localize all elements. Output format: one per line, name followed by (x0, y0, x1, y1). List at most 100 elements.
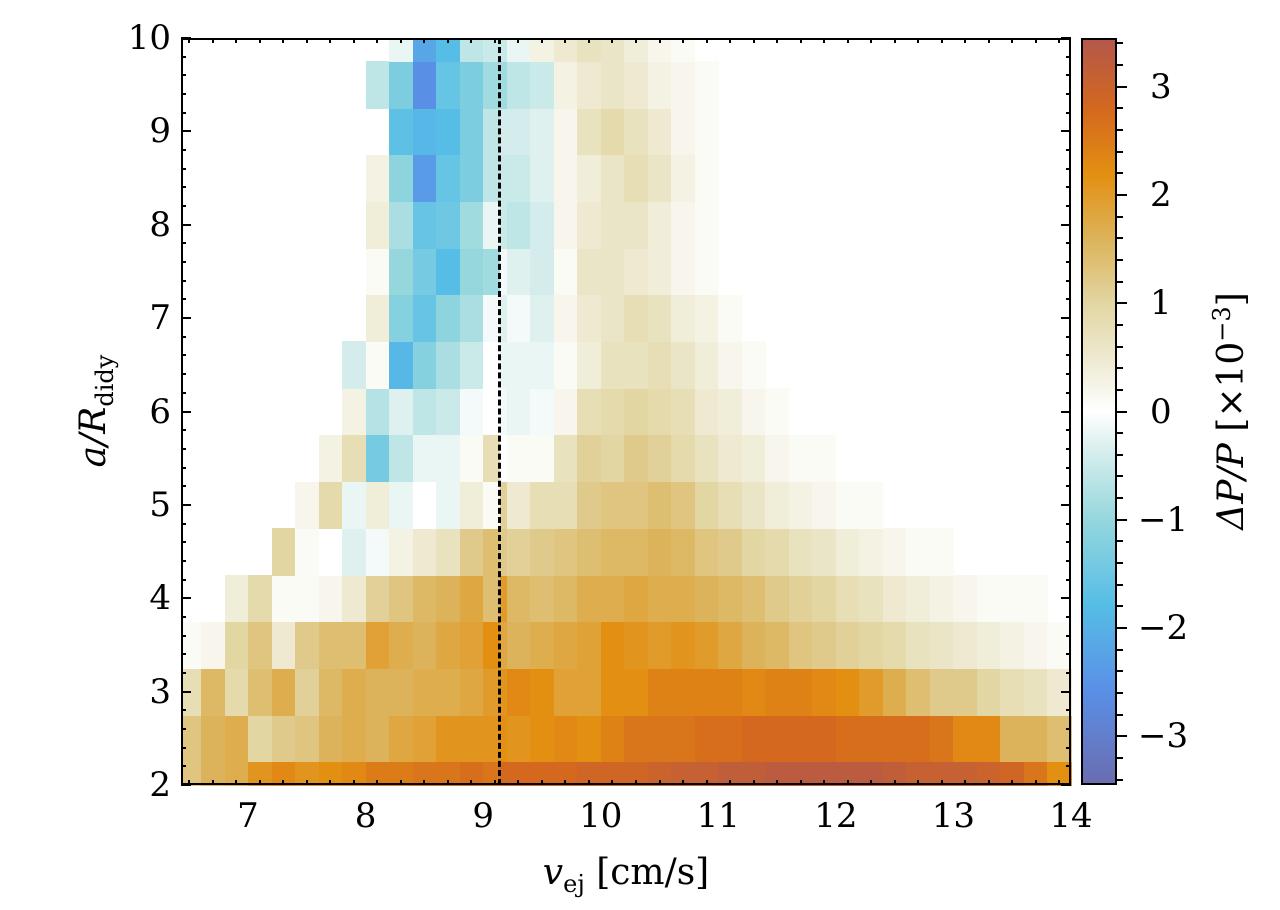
heatmap-cell (436, 388, 461, 436)
heatmap-cell (506, 294, 531, 343)
tick-mark (181, 317, 191, 320)
heatmap-cell (835, 714, 860, 763)
tick-mark (181, 653, 186, 656)
heatmap-cell (248, 621, 273, 669)
heatmap-cell (271, 574, 296, 623)
x-tick-label: 10 (579, 796, 623, 836)
heatmap-cell (436, 761, 461, 786)
tick-mark (540, 780, 543, 785)
heatmap-cell (365, 248, 390, 296)
heatmap-cell (1000, 574, 1025, 623)
heatmap-cell (224, 668, 249, 716)
heatmap-cell (718, 481, 743, 529)
heatmap-cell (181, 668, 202, 716)
heatmap-cell (953, 761, 978, 786)
tick-mark (1066, 261, 1071, 264)
heatmap-cell (624, 108, 649, 156)
heatmap-cell (765, 574, 790, 623)
heatmap-cell (671, 341, 696, 389)
colorbar-tick (1117, 756, 1123, 759)
heatmap-cell (459, 621, 484, 669)
heatmap-cell (741, 388, 766, 436)
tick-mark (181, 93, 186, 96)
heatmap-cell (647, 108, 672, 156)
tick-mark (181, 130, 191, 133)
heatmap-cell (506, 621, 531, 669)
colorbar-tick-label: −2 (1138, 608, 1189, 649)
heatmap-cell (694, 294, 719, 343)
heatmap-cell (389, 668, 414, 716)
heatmap-cell (647, 388, 672, 436)
heatmap-cell (882, 621, 907, 669)
heatmap-cell (671, 528, 696, 576)
heatmap-cell (459, 38, 484, 62)
heatmap-cell (181, 761, 202, 786)
tick-mark (729, 780, 732, 785)
tick-mark (1034, 38, 1037, 43)
colorbar-tick (1117, 258, 1123, 261)
heatmap-cell (647, 341, 672, 389)
heatmap-cell (835, 481, 860, 529)
tick-mark (1066, 727, 1071, 730)
heatmap-cell (647, 761, 672, 786)
tick-mark (940, 780, 943, 785)
tick-mark (1061, 130, 1071, 133)
tick-mark (1066, 93, 1071, 96)
heatmap-cell (436, 434, 461, 483)
heatmap-cell (459, 574, 484, 623)
heatmap-cell (577, 621, 602, 669)
heatmap-cell (906, 761, 931, 786)
heatmap-cell (499, 108, 508, 156)
heatmap-cell (436, 294, 461, 343)
heatmap-cell (600, 294, 625, 343)
colorbar-tick (1117, 475, 1123, 478)
heatmap-cell (1023, 621, 1049, 669)
y-tick-label: 5 (149, 484, 171, 525)
heatmap-cell (181, 714, 202, 763)
heatmap-cell (600, 481, 625, 529)
tick-mark (964, 38, 967, 43)
tick-mark (258, 38, 261, 43)
heatmap-cell (483, 38, 501, 62)
colorbar-tick (1117, 627, 1127, 630)
heatmap-cell (342, 574, 367, 623)
heatmap-cell (835, 528, 860, 576)
heatmap-cell (181, 621, 202, 669)
heatmap-cell (530, 481, 555, 529)
heatmap-cell (365, 574, 390, 623)
heatmap-cell (1047, 761, 1072, 786)
heatmap-cell (499, 434, 508, 483)
heatmap-cell (506, 201, 531, 249)
heatmap-cell (624, 294, 649, 343)
heatmap-cell (365, 434, 390, 483)
x-axis-label: vej [cm/s] (542, 852, 710, 898)
heatmap-cell (436, 201, 461, 249)
tick-mark (329, 780, 332, 785)
heatmap-cell (389, 388, 414, 436)
colorbar-label: ΔP/P [×10−3] (1208, 292, 1252, 530)
tick-mark (705, 780, 708, 785)
heatmap-cell (976, 714, 1002, 763)
colorbar-tick (1117, 172, 1123, 175)
heatmap-cell (859, 528, 884, 576)
heatmap-cell (459, 61, 484, 109)
heatmap-cell (506, 668, 531, 716)
heatmap-cell (1047, 621, 1072, 669)
tick-mark (352, 38, 355, 43)
tick-mark (1066, 466, 1071, 469)
colorbar-tick (1117, 453, 1123, 456)
colorbar-tick (1117, 432, 1123, 435)
heatmap-cell (530, 668, 555, 716)
heatmap-cell (412, 38, 437, 62)
tick-mark (181, 242, 186, 245)
tick-mark (470, 38, 473, 43)
heatmap-cell (882, 668, 907, 716)
tick-mark (1066, 391, 1071, 394)
heatmap-cell (765, 668, 790, 716)
tick-mark (181, 37, 191, 39)
heatmap-cell (412, 668, 437, 716)
tick-mark (188, 38, 191, 43)
tick-mark (1066, 578, 1071, 581)
tick-mark (1066, 335, 1071, 338)
heatmap-cell (318, 434, 343, 483)
